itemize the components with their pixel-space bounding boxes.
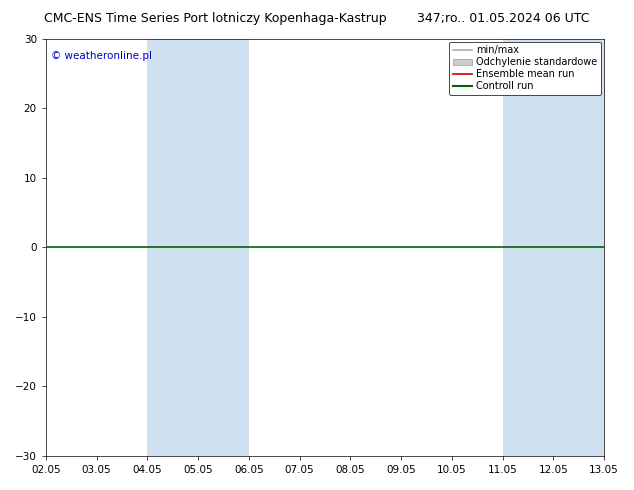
Bar: [503, 39, 604, 456]
Text: 347;ro.. 01.05.2024 06 UTC: 347;ro.. 01.05.2024 06 UTC: [417, 12, 590, 25]
Legend: min/max, Odchylenie standardowe, Ensemble mean run, Controll run: min/max, Odchylenie standardowe, Ensembl…: [449, 42, 601, 95]
Bar: [147, 39, 249, 456]
Text: © weatheronline.pl: © weatheronline.pl: [51, 51, 153, 61]
Text: CMC-ENS Time Series Port lotniczy Kopenhaga-Kastrup: CMC-ENS Time Series Port lotniczy Kopenh…: [44, 12, 387, 25]
